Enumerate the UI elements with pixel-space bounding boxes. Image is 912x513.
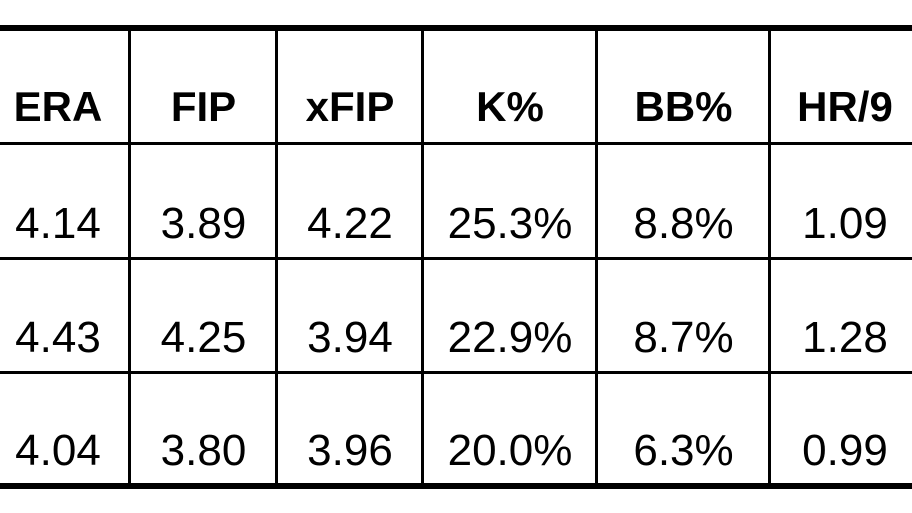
column-divider — [275, 28, 278, 486]
column-divider — [595, 28, 598, 486]
table-cell: 4.25 — [160, 313, 247, 362]
row-divider — [0, 371, 912, 374]
header-cell: ERA — [13, 83, 103, 130]
table-cell: 4.14 — [15, 199, 101, 248]
table-cell: 3.80 — [160, 426, 247, 475]
table-cell: 8.8% — [633, 199, 734, 248]
table-cell: 6.3% — [633, 426, 734, 475]
table-cell: 0.99 — [802, 426, 888, 475]
table-cell: 8.7% — [633, 313, 734, 362]
table-cell: 4.04 — [15, 426, 101, 475]
header-cell: FIP — [170, 83, 237, 130]
table-border-top — [0, 25, 912, 31]
table-cell: 22.9% — [447, 313, 573, 362]
table-cell: 1.09 — [802, 199, 888, 248]
column-divider — [421, 28, 424, 486]
column-divider — [128, 28, 131, 486]
table-cell: 20.0% — [447, 426, 573, 475]
row-divider — [0, 257, 912, 260]
table-cell: 4.43 — [15, 313, 101, 362]
header-cell: HR/9 — [797, 83, 893, 130]
row-divider — [0, 142, 912, 145]
header-cell: BB% — [634, 83, 733, 130]
header-cell: xFIP — [305, 83, 395, 130]
table-cell: 3.89 — [160, 199, 247, 248]
column-divider — [768, 28, 771, 486]
table-cell: 25.3% — [447, 199, 573, 248]
table-cell: 1.28 — [802, 313, 888, 362]
table-cell: 4.22 — [307, 199, 393, 248]
table-border-bottom — [0, 483, 912, 489]
table-cell: 3.94 — [307, 313, 393, 362]
header-cell: K% — [476, 83, 544, 130]
table-cell: 3.96 — [307, 426, 393, 475]
